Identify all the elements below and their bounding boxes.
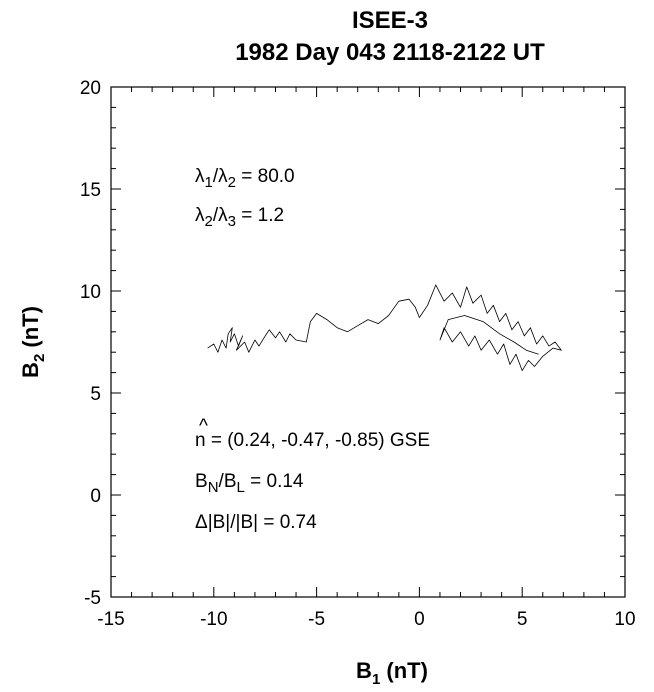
delta-b-ratio: Δ|B|/|B| = 0.74 <box>195 512 317 533</box>
y-tick-labels: -5 0 5 10 15 20 <box>80 78 101 609</box>
y-tick-label: -5 <box>84 588 101 609</box>
y-tick-label: 15 <box>80 180 101 201</box>
normal-hat: ^ <box>199 416 208 437</box>
y-tick-label: 10 <box>80 282 101 303</box>
normal-vector: n = (0.24, -0.47, -0.85) GSE <box>195 430 430 451</box>
x-tick-label: 10 <box>614 609 635 630</box>
lambda-ratio-23: λ2/λ3 = 1.2 <box>195 205 284 230</box>
x-axis-title: B1 (nT) <box>356 658 428 688</box>
x-tick-label: -15 <box>97 609 124 630</box>
y-axis-title: B2 (nT) <box>18 306 48 378</box>
chart-subtitle: 1982 Day 043 2118-2122 UT <box>235 39 545 66</box>
axis-ticks <box>110 86 626 598</box>
x-tick-label: 5 <box>517 609 528 630</box>
hodogram-trace <box>207 284 562 372</box>
x-tick-label: 0 <box>414 609 425 630</box>
lambda-ratio-12: λ1/λ2 = 80.0 <box>195 166 295 191</box>
y-tick-label: 0 <box>90 486 101 507</box>
x-tick-label: -5 <box>308 609 325 630</box>
y-tick-label: 20 <box>80 78 101 99</box>
data-series <box>207 284 562 372</box>
x-tick-label: -10 <box>200 609 227 630</box>
y-tick-label: 5 <box>90 384 101 405</box>
plot-frame <box>110 86 626 598</box>
chart-title: ISEE-3 <box>352 7 428 34</box>
x-tick-labels: -15 -10 -5 0 5 10 <box>97 609 635 630</box>
bn-bl-ratio: BN/BL = 0.14 <box>195 471 304 496</box>
